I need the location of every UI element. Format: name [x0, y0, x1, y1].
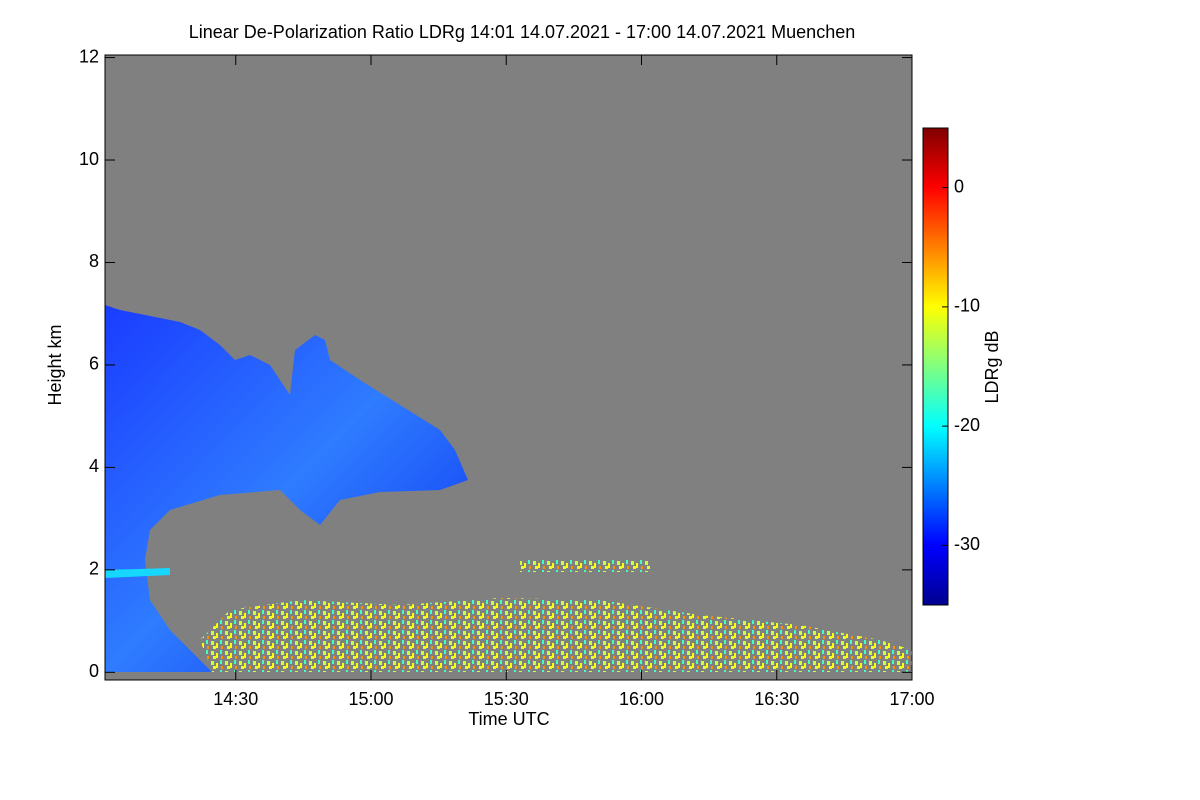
- y-tick-label: 4: [89, 456, 99, 476]
- y-tick-label: 12: [79, 46, 99, 66]
- plot-frame: [104, 54, 913, 681]
- x-tick-label: 15:00: [348, 689, 393, 709]
- backscatter-field: [105, 305, 912, 672]
- colorbar-tick-label: -30: [954, 534, 980, 554]
- x-axis-label: Time UTC: [468, 709, 549, 729]
- x-tick-label: 16:30: [754, 689, 799, 709]
- y-tick-label: 0: [89, 661, 99, 681]
- colorbar: [922, 127, 949, 606]
- y-axis-label: Height km: [45, 324, 65, 405]
- x-tick-label: 17:00: [889, 689, 934, 709]
- chart-title: Linear De-Polarization Ratio LDRg 14:01 …: [189, 22, 855, 42]
- y-tick-label: 8: [89, 251, 99, 271]
- y-tick-label: 10: [79, 149, 99, 169]
- x-tick-label: 16:00: [619, 689, 664, 709]
- colorbar-label: LDRg dB: [982, 330, 1002, 403]
- x-tick-label: 15:30: [484, 689, 529, 709]
- y-tick-label: 6: [89, 354, 99, 374]
- colorbar-tick-label: 0: [954, 176, 964, 196]
- y-tick-label: 2: [89, 559, 99, 579]
- x-tick-label: 14:30: [213, 689, 258, 709]
- colorbar-tick-label: -10: [954, 296, 980, 316]
- colorbar-tick-label: -20: [954, 415, 980, 435]
